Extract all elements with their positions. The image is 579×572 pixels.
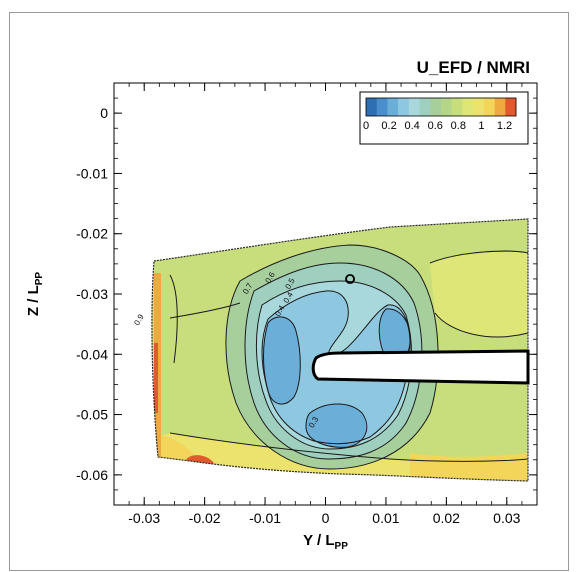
x-axis-label: Y / LPP (303, 532, 348, 552)
legend-swatch (505, 98, 517, 116)
y-tick-label: -0.02 (76, 226, 108, 242)
y-axis-label-main: Z / L (25, 285, 42, 316)
legend-tick-label: 0.6 (428, 120, 443, 132)
legend-swatch (483, 98, 495, 116)
x-tick-label: -0.01 (249, 510, 281, 526)
contour-label-0: 0.9 (132, 312, 146, 327)
legend-tick-label: 0.4 (405, 120, 420, 132)
x-axis-ticks: -0.03 -0.02 -0.01 0 0.01 0.02 0.03 (113, 83, 538, 526)
x-axis-label-main: Y / L (303, 532, 334, 549)
chart-canvas: U_EFD / NMRI 0.90.70.6 0.50.40.40.3 0 0.2 0… (25, 58, 538, 552)
field-edge-left-red (154, 343, 158, 413)
shaft-cutout-shape (311, 349, 530, 385)
contour-line-10 (169, 432, 529, 462)
field-0.3-left-lobe (263, 316, 301, 405)
legend-tick-label: 0.8 (451, 120, 466, 132)
legend-tick-label: 0 (363, 120, 369, 132)
y-axis-label: Z / LPP (25, 272, 45, 316)
field-0.3-bottom-lobe (306, 404, 367, 448)
color-legend: 0 0.2 0.4 0.6 0.8 1 1.2 (359, 91, 529, 145)
contour-line-1 (244, 262, 423, 460)
y-tick-label: -0.05 (76, 407, 108, 423)
y-axis-label-subscript: PP (34, 272, 45, 286)
field-0.3-right-lobe (379, 308, 411, 362)
x-tick-label: 0 (322, 510, 330, 526)
legend-bar-outline (365, 97, 517, 117)
x-tick-label: 0.02 (433, 510, 460, 526)
legend-swatch (376, 98, 388, 116)
y-tick-label: -0.01 (76, 165, 108, 181)
contour-line-9 (434, 312, 529, 338)
legend-swatch (494, 98, 506, 116)
y-tick-label: -0.06 (76, 467, 108, 483)
y-tick-label: 0 (100, 105, 108, 121)
legend-swatch (451, 98, 463, 116)
chart-title: U_EFD / NMRI (417, 58, 530, 77)
contour-lines (151, 218, 529, 482)
contour-line-2 (255, 280, 413, 450)
contour-line-0 (225, 244, 439, 470)
x-tick-label: 0.01 (372, 510, 399, 526)
legend-tick-label: 0.2 (381, 120, 396, 132)
contour-line-7 (169, 274, 178, 364)
y-axis-ticks: 0 -0.01 -0.02 -0.03 -0.04 -0.05 -0.06 (76, 82, 537, 506)
x-tick-label: 0.03 (493, 510, 520, 526)
contour-line-11 (169, 302, 241, 319)
legend-swatch (398, 98, 410, 116)
y-tick-label: -0.03 (76, 286, 108, 302)
legend-swatch (419, 98, 431, 116)
shaft-cutout (311, 349, 530, 385)
legend-swatch (462, 98, 474, 116)
x-tick-label: -0.02 (189, 510, 221, 526)
x-tick-label: -0.03 (128, 510, 160, 526)
legend-tick-label: 1.2 (497, 120, 512, 132)
legend-swatch (366, 98, 378, 116)
measurement-domain-outline (151, 218, 529, 482)
y-tick-label: -0.04 (76, 346, 108, 362)
legend-swatch (408, 98, 420, 116)
contour-line-8 (429, 250, 529, 264)
legend-swatch (473, 98, 485, 116)
legend-swatch (387, 98, 399, 116)
field-0.85-upper-right (430, 251, 528, 337)
legend-swatch (441, 98, 453, 116)
legend-tick-label: 1 (478, 120, 484, 132)
x-axis-label-subscript: PP (335, 541, 349, 552)
chart-frame: U_EFD / NMRI 0.9 0.7 0.6 0.5 0.4 0.4 0.3 0 0.2 0… (9, 12, 569, 571)
contour-line-6 (305, 403, 368, 448)
contour-line-4 (263, 316, 301, 405)
contour-small-loop (345, 274, 355, 284)
legend-swatch (430, 98, 442, 116)
